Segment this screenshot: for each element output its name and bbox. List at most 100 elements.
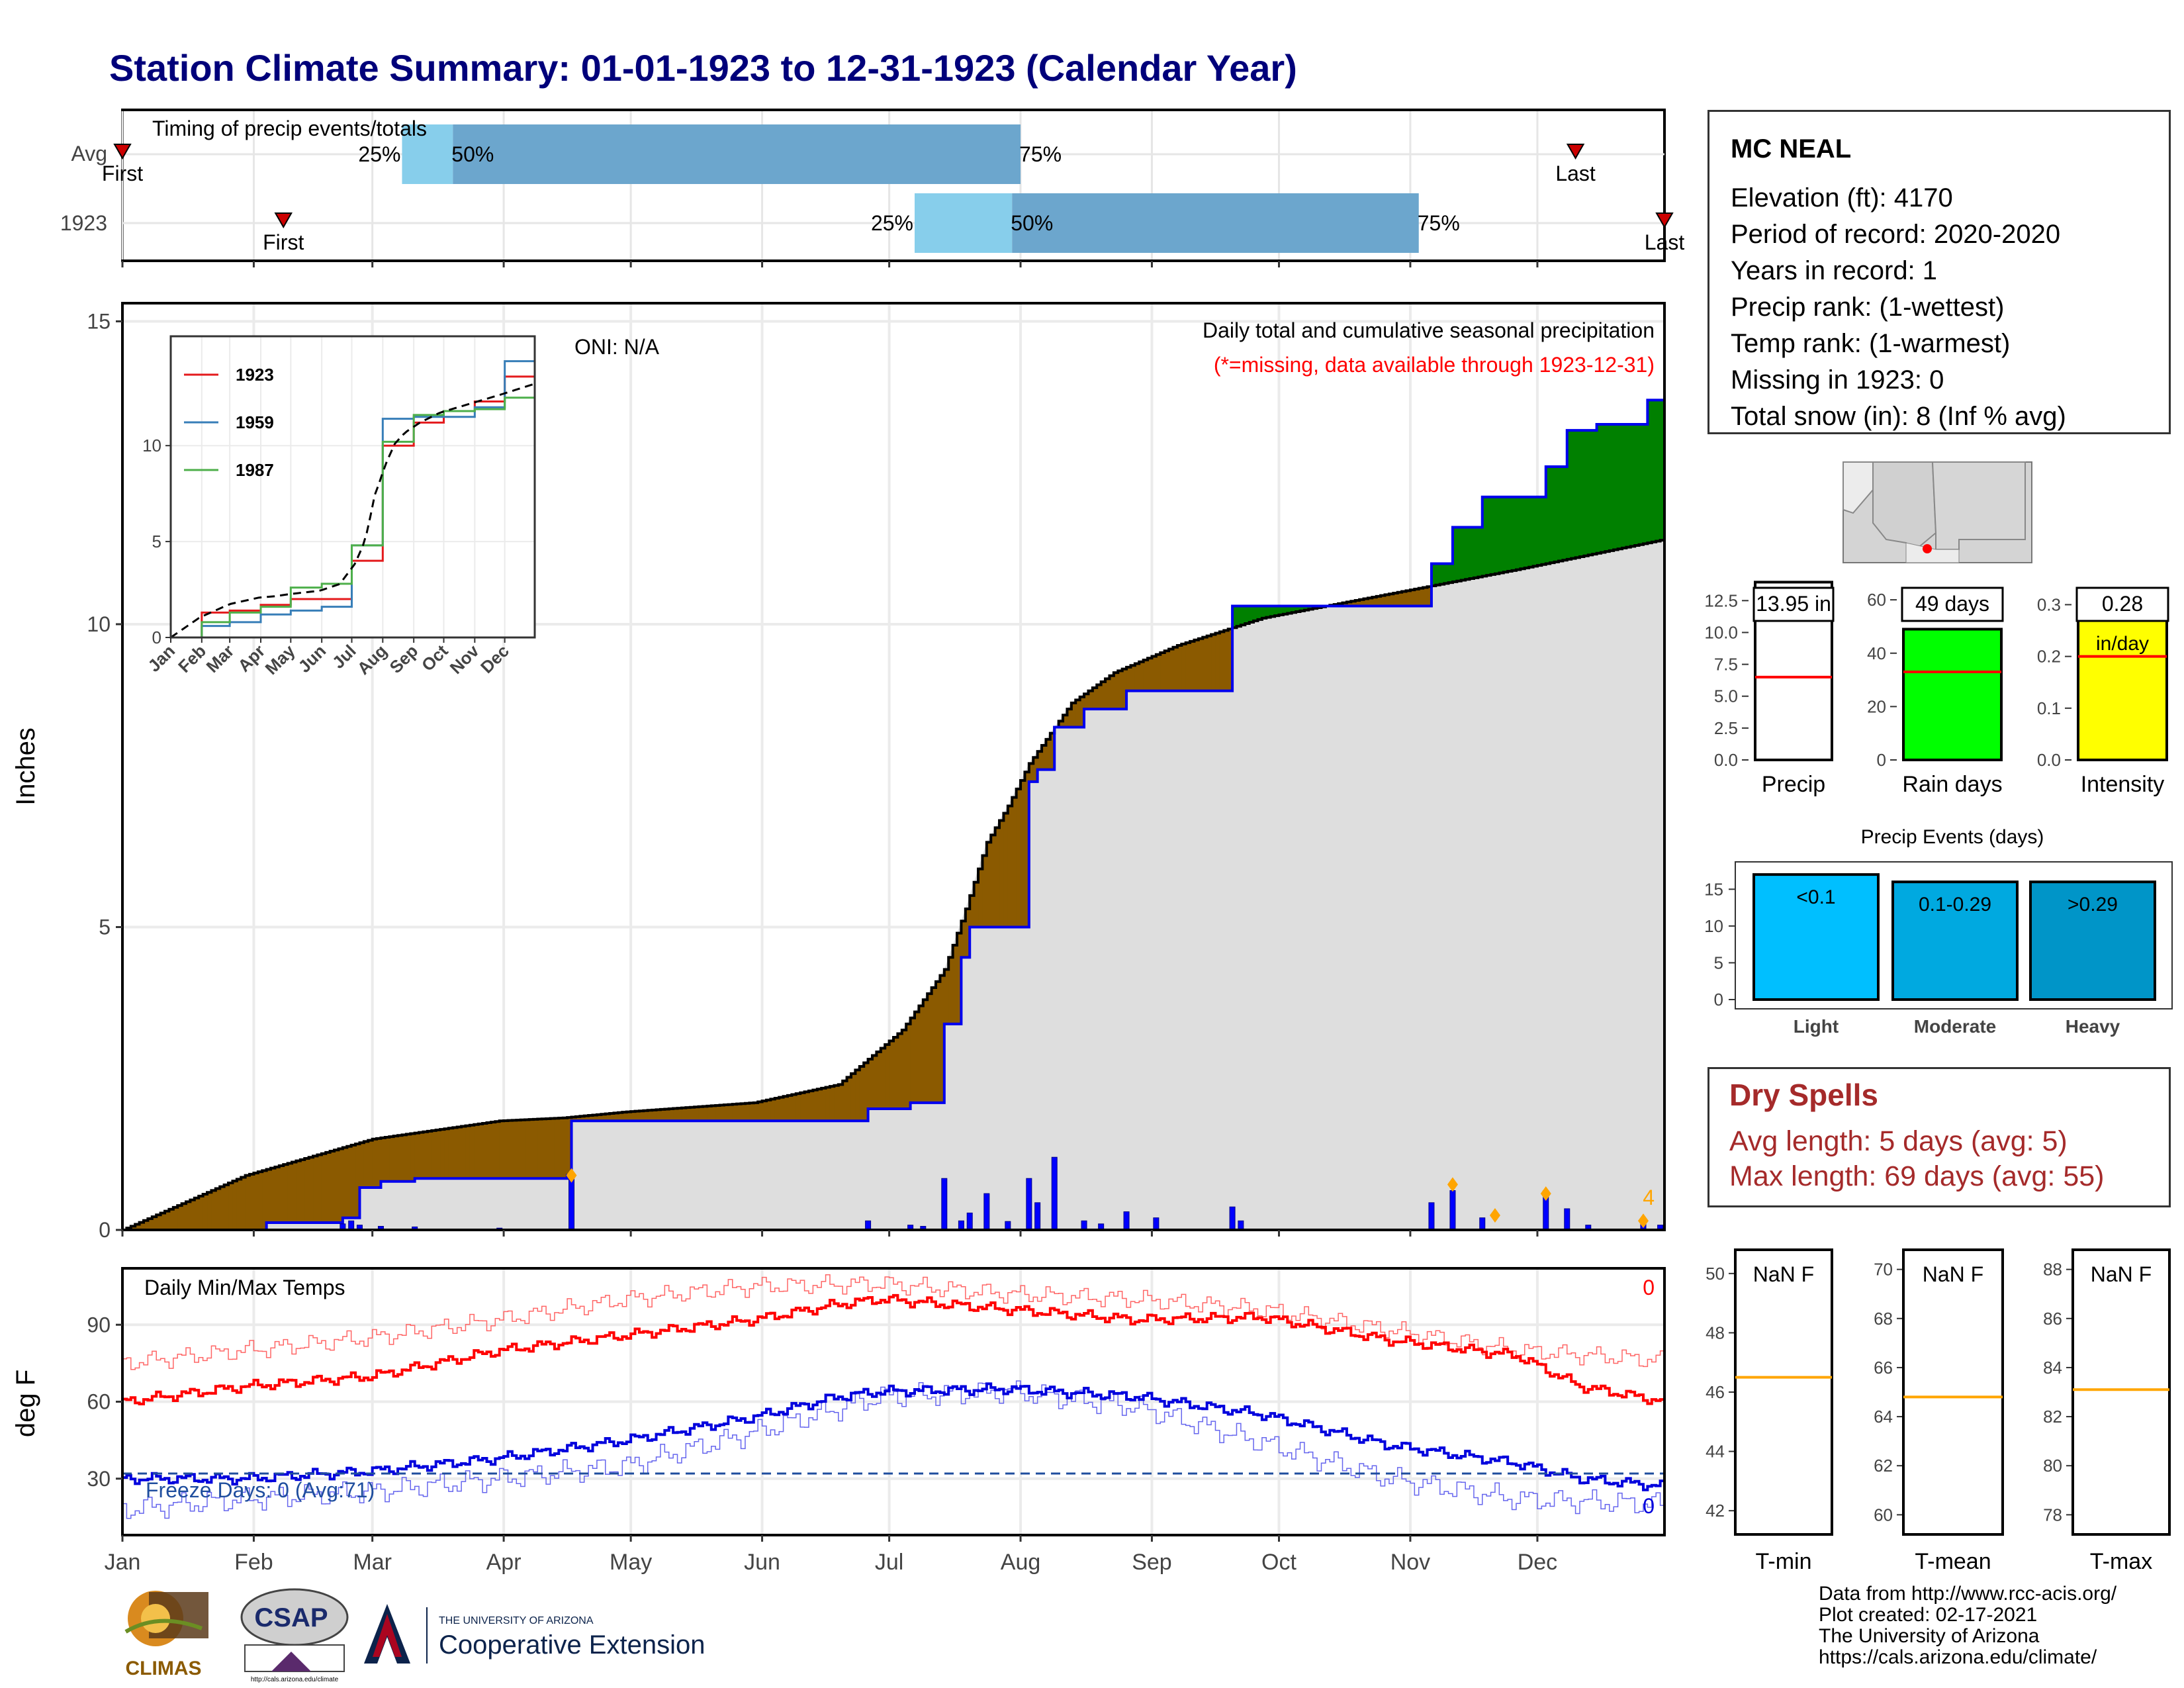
above-avg-fill [1270,606,1275,617]
precip-subtitle: (*=missing, data available through 1923-… [1214,353,1655,377]
below-avg-fill [702,1106,707,1121]
below-avg-fill [728,1104,733,1121]
below-avg-fill [617,1112,623,1121]
below-avg-fill [355,1144,361,1218]
legend-label-1987: 1987 [236,460,274,480]
above-avg-fill [1304,606,1309,610]
above-avg-fill [1550,467,1555,563]
below-avg-fill [1342,602,1347,606]
below-avg-fill [567,1117,572,1176]
events-y-tick-label: 0 [1714,990,1723,1009]
below-avg-fill [1130,665,1136,691]
above-avg-fill [1571,430,1576,559]
daily-precip-bar [1564,1208,1570,1231]
above-avg-fill [1533,496,1538,567]
above-avg-fill [1635,424,1640,546]
below-avg-fill [482,1123,488,1179]
below-avg-fill [1143,659,1148,691]
daily-precip-bar [1449,1190,1456,1231]
below-avg-fill [495,1121,500,1179]
below-avg-fill [575,1116,580,1121]
above-avg-fill [1592,430,1598,555]
below-avg-fill [1427,586,1432,606]
station-years: Years in record: 1 [1731,256,1938,285]
above-avg-fill [1236,606,1242,627]
above-avg-fill [1296,606,1301,612]
precip-title: Daily total and cumulative seasonal prec… [1203,318,1655,342]
below-avg-fill [232,1181,238,1230]
below-avg-fill [1164,651,1169,691]
month-label: Mar [353,1550,392,1575]
summary-y-tick-label: 5.0 [1714,686,1738,706]
below-avg-fill [250,1174,255,1230]
above-avg-fill [1524,496,1529,568]
csap-logo[interactable]: CSAP http://cals.arizona.edu/climate [232,1579,351,1685]
month-label: Dec [1518,1550,1557,1575]
ua-logo[interactable]: THE UNIVERSITY OF ARIZONA Cooperative Ex… [361,1601,745,1673]
above-avg-fill [1431,563,1436,586]
below-avg-fill [652,1109,657,1121]
summary-unit-label: in/day [2096,633,2149,655]
station-info-box: MC NEAL Elevation (ft): 4170 Period of r… [1707,110,2171,434]
below-avg-fill [1198,638,1203,691]
below-avg-fill [1190,641,1195,691]
temp-box-y-tick-label: 68 [1874,1309,1893,1329]
events-bar-label: 0.1-0.29 [1919,894,1991,915]
below-avg-fill [906,1023,911,1109]
below-avg-fill [1024,772,1030,927]
below-avg-fill [1037,751,1042,770]
below-avg-fill [389,1137,394,1182]
month-label: Sep [1132,1550,1172,1575]
below-avg-fill [1033,757,1038,782]
below-avg-fill [1063,715,1068,727]
below-avg-fill [1058,721,1064,727]
below-avg-fill [626,1111,631,1121]
snow-marker [566,1168,577,1183]
temp-summary-boxes: 42 44 46 48 50 NaN F T-min 60 62 64 66 68 70 NaN F T-m… [1706,1248,2171,1574]
below-avg-fill [758,1102,763,1121]
timing-pct-label: 75% [1019,142,1062,166]
dry-spells-max: Max length: 69 days (avg: 55) [1729,1160,2105,1192]
precip-y-label: Inches [11,727,40,806]
below-avg-fill [1367,598,1373,606]
above-avg-fill [1643,424,1648,544]
below-avg-fill [499,1121,504,1179]
above-avg-fill [1660,400,1665,541]
summary-value-label: 0.28 [2102,592,2143,616]
daily-precip-bar [1428,1202,1435,1231]
above-avg-fill [1465,527,1471,580]
below-avg-fill [130,1226,136,1230]
below-avg-fill [982,855,987,927]
below-avg-fill [1160,652,1165,691]
below-avg-fill [610,1113,615,1121]
above-avg-fill [1639,424,1644,545]
temp-box-label: T-mean [1915,1549,1991,1574]
csap-logo-text: CSAP [254,1603,328,1632]
below-avg-fill [808,1091,813,1121]
max-temp-line [122,1293,1666,1406]
climas-logo[interactable]: CLIMAS [109,1582,218,1681]
below-avg-fill [1381,595,1386,606]
above-avg-fill [1647,400,1653,543]
below-avg-fill [643,1110,649,1121]
dry-spells-avg: Avg length: 5 days (avg: 5) [1729,1125,2068,1157]
below-avg-fill [787,1095,792,1121]
below-avg-fill [614,1113,619,1121]
inset-y-tick-label: 10 [142,436,161,455]
temp-box-value: NaN F [1753,1262,1814,1286]
below-avg-fill [512,1120,517,1179]
below-avg-fill [1206,635,1212,691]
summary-bars: 0.0 2.5 5.0 7.5 10.0 12.5 13.95 in Precip 0 20 40 6… [1704,581,2169,797]
above-avg-fill [1279,606,1284,615]
freeze-days-label: Freeze Days: 0 (Avg:71) [146,1478,375,1502]
below-avg-fill [300,1159,305,1223]
below-avg-fill [478,1123,483,1179]
inset-chart: 0510JanFebMarAprMayJunJulAugSepOctNovDec… [142,335,536,679]
inset-y-tick-label: 0 [152,628,161,647]
below-avg-fill [1046,739,1051,770]
timing-bar-50-75 [1012,193,1419,253]
timing-row-avg-label: Avg [71,142,107,165]
daily-precip-bar [865,1220,872,1231]
timing-panel: 25% 50% 75% First Last 25% 50% 75% First Last Tim… [60,109,1684,267]
below-avg-fill [1169,649,1174,691]
